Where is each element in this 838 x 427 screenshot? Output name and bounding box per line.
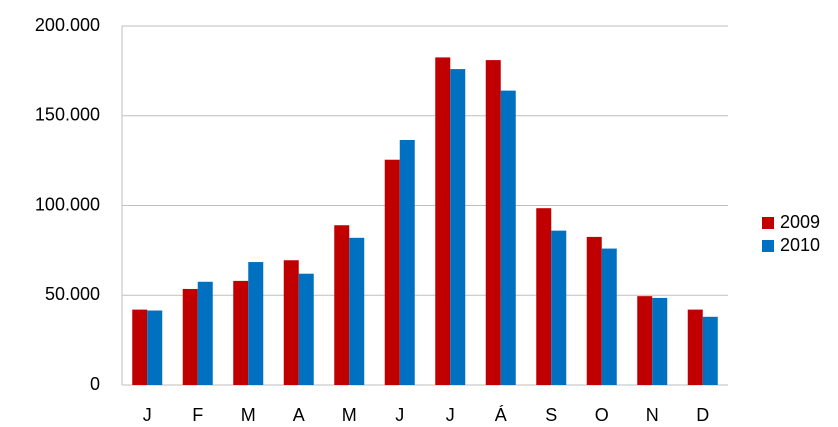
y-tick-label: 200.000 <box>35 15 100 35</box>
legend-label: 2010 <box>780 235 820 255</box>
legend-swatch <box>762 240 774 252</box>
bar <box>637 296 653 385</box>
bar <box>197 281 213 385</box>
legend-label: 2009 <box>780 212 820 232</box>
bar <box>586 236 602 385</box>
x-tick-label: J <box>446 405 455 425</box>
bar <box>283 260 299 385</box>
bar <box>233 280 249 385</box>
x-tick-label: M <box>241 405 256 425</box>
bar <box>334 225 350 385</box>
bar <box>435 57 451 385</box>
y-tick-label: 50.000 <box>45 284 100 304</box>
bar <box>687 309 703 385</box>
bar <box>652 297 668 385</box>
bar <box>298 273 314 385</box>
x-tick-label: O <box>595 405 609 425</box>
x-tick-label: Á <box>495 405 507 425</box>
y-tick-label: 150.000 <box>35 105 100 125</box>
x-tick-label: M <box>342 405 357 425</box>
x-tick-label: N <box>646 405 659 425</box>
bar <box>450 69 466 385</box>
x-tick-label: J <box>143 405 152 425</box>
bar <box>536 208 552 385</box>
x-tick-label: S <box>545 405 557 425</box>
bar <box>399 139 415 385</box>
bar <box>485 60 501 385</box>
x-tick-label: F <box>192 405 203 425</box>
bar <box>384 159 400 385</box>
bar <box>132 309 148 385</box>
x-tick-label: D <box>696 405 709 425</box>
y-tick-label: 100.000 <box>35 194 100 214</box>
bar <box>182 288 198 385</box>
bar <box>147 310 163 385</box>
bar <box>248 262 264 385</box>
x-tick-label: J <box>395 405 404 425</box>
y-tick-label: 0 <box>90 374 100 394</box>
bar <box>601 248 617 385</box>
bar <box>349 237 365 385</box>
legend-swatch <box>762 217 774 229</box>
bar <box>702 316 718 385</box>
x-tick-label: A <box>293 405 305 425</box>
bar <box>551 230 567 385</box>
bar <box>500 90 516 386</box>
